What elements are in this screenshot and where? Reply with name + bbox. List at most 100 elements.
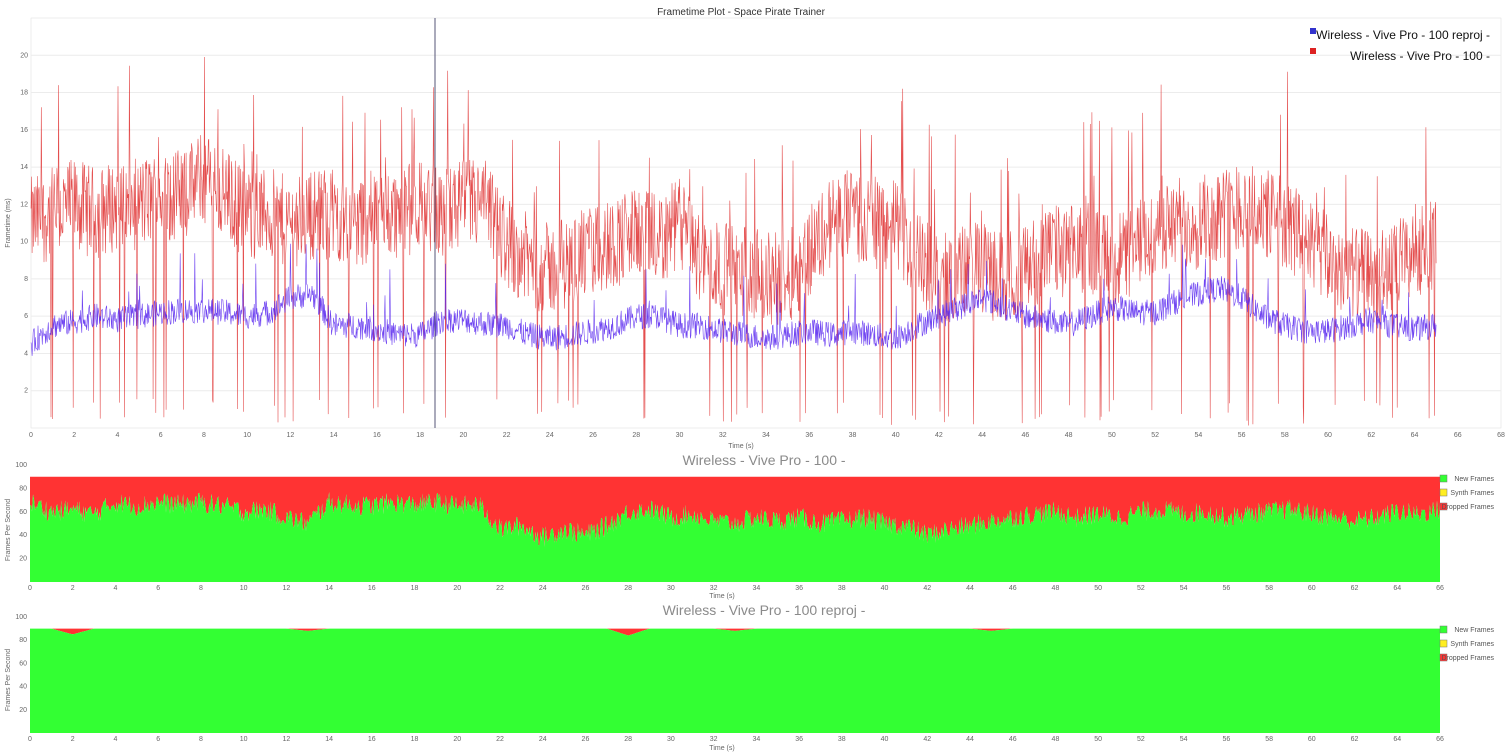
fps-100-y-ticks: 20 40 60 80 100 <box>15 462 27 563</box>
fps-100-reproj-x-ticks: 0 2 4 6 8 10 12 14 16 18 20 22 24 26 28 30 32 34 36 38 40 42 4… <box>28 736 1444 743</box>
x-tick-label-38: 38 <box>838 736 846 743</box>
fps-reproj-legend-dropped-swatch <box>1439 653 1448 662</box>
frametime-x-label: Time (s) <box>728 443 753 450</box>
x-tick-label-64: 64 <box>1411 432 1419 439</box>
frametime-legend: Wireless - Vive Pro - 100 reproj - Wirel… <box>1310 28 1490 63</box>
fps-100-y-label: Frames Per Second <box>5 499 12 561</box>
y-tick-label-6: 6 <box>24 313 28 320</box>
y-tick-label-2: 2 <box>24 388 28 395</box>
x-tick-label-40: 40 <box>881 736 889 743</box>
x-tick-label-2: 2 <box>72 432 76 439</box>
x-tick-label-64: 64 <box>1393 585 1401 592</box>
x-tick-label-62: 62 <box>1367 432 1375 439</box>
fps-100-area <box>30 476 1440 582</box>
fps-100-chart: Wireless - Vive Pro - 100 - 20406080100 … <box>5 452 1494 600</box>
fps-100-reproj-y-label: Frames Per Second <box>5 649 12 711</box>
frametime-series <box>30 56 1437 426</box>
y-tick-label-40: 40 <box>19 684 27 691</box>
x-tick-label-50: 50 <box>1094 585 1102 592</box>
series-line-100 <box>30 56 1437 426</box>
x-tick-label-40: 40 <box>892 432 900 439</box>
x-tick-label-66: 66 <box>1436 736 1444 743</box>
x-tick-label-4: 4 <box>116 432 120 439</box>
legend-label-reproj: Wireless - Vive Pro - 100 reproj - <box>1316 28 1490 42</box>
x-tick-label-60: 60 <box>1308 736 1316 743</box>
y-tick-label-80: 80 <box>19 637 27 644</box>
dropped-frames-area <box>30 628 1440 636</box>
x-tick-label-32: 32 <box>719 432 727 439</box>
x-tick-label-34: 34 <box>752 736 760 743</box>
fps-100-legend-synth: Synth Frames <box>1450 490 1494 497</box>
x-tick-label-52: 52 <box>1151 432 1159 439</box>
fps-reproj-legend-new-swatch <box>1439 625 1448 634</box>
x-tick-label-38: 38 <box>838 585 846 592</box>
x-tick-label-26: 26 <box>582 736 590 743</box>
fps-100-reproj-chart: Wireless - Vive Pro - 100 reproj - 20406… <box>5 602 1494 752</box>
fps-100-legend-dropped: Dropped Frames <box>1441 504 1494 511</box>
x-tick-label-50: 50 <box>1108 432 1116 439</box>
x-tick-label-12: 12 <box>282 585 290 592</box>
x-tick-label-46: 46 <box>1022 432 1030 439</box>
y-tick-label-100: 100 <box>15 462 27 469</box>
fps-100-legend-new: New Frames <box>1454 476 1494 483</box>
x-tick-label-16: 16 <box>373 432 381 439</box>
frametime-x-ticks: 0 2 4 6 8 10 12 14 16 18 20 22 24 26 28 30 32 34 36 38 40 42 4… <box>29 432 1505 439</box>
fps-100-reproj-area <box>30 628 1440 733</box>
x-tick-label-18: 18 <box>411 585 419 592</box>
x-tick-label-68: 68 <box>1497 432 1505 439</box>
legend-label-100: Wireless - Vive Pro - 100 - <box>1350 49 1490 63</box>
y-tick-label-12: 12 <box>20 201 28 208</box>
x-tick-label-18: 18 <box>411 736 419 743</box>
x-tick-label-40: 40 <box>881 585 889 592</box>
x-tick-label-10: 10 <box>243 432 251 439</box>
fps-reproj-legend-new: New Frames <box>1454 627 1494 634</box>
x-tick-label-18: 18 <box>416 432 424 439</box>
fps-reproj-legend-synth: Synth Frames <box>1450 641 1494 648</box>
x-tick-label-20: 20 <box>453 736 461 743</box>
frametime-plot-area <box>30 17 1502 429</box>
x-tick-label-26: 26 <box>589 432 597 439</box>
frametime-title: Frametime Plot - Space Pirate Trainer <box>657 7 826 18</box>
y-tick-label-100: 100 <box>15 614 27 621</box>
fps-100-legend-new-swatch <box>1439 474 1448 483</box>
fps-100-title: Wireless - Vive Pro - 100 - <box>682 452 845 468</box>
x-tick-label-46: 46 <box>1009 736 1017 743</box>
x-tick-label-26: 26 <box>582 585 590 592</box>
x-tick-label-60: 60 <box>1324 432 1332 439</box>
x-tick-label-22: 22 <box>496 736 504 743</box>
x-tick-label-16: 16 <box>368 736 376 743</box>
x-tick-label-14: 14 <box>325 736 333 743</box>
x-tick-label-36: 36 <box>805 432 813 439</box>
y-tick-label-18: 18 <box>20 90 28 97</box>
fps-100-reproj-x-label: Time (s) <box>709 745 734 752</box>
x-tick-label-38: 38 <box>849 432 857 439</box>
x-tick-label-28: 28 <box>624 736 632 743</box>
x-tick-label-36: 36 <box>795 585 803 592</box>
x-tick-label-32: 32 <box>710 736 718 743</box>
x-tick-label-66: 66 <box>1436 585 1444 592</box>
x-tick-label-30: 30 <box>676 432 684 439</box>
x-tick-label-4: 4 <box>114 585 118 592</box>
fps-100-legend-dropped-swatch <box>1439 502 1448 511</box>
series-line-reproj <box>30 243 1437 356</box>
x-tick-label-66: 66 <box>1454 432 1462 439</box>
x-tick-label-62: 62 <box>1351 736 1359 743</box>
x-tick-label-48: 48 <box>1065 432 1073 439</box>
x-tick-label-52: 52 <box>1137 585 1145 592</box>
y-tick-label-20: 20 <box>19 556 27 563</box>
y-tick-label-60: 60 <box>19 509 27 516</box>
x-tick-label-42: 42 <box>923 585 931 592</box>
x-tick-label-58: 58 <box>1265 736 1273 743</box>
x-tick-label-44: 44 <box>966 585 974 592</box>
x-tick-label-8: 8 <box>202 432 206 439</box>
x-tick-label-44: 44 <box>978 432 986 439</box>
x-tick-label-2: 2 <box>71 585 75 592</box>
x-tick-label-28: 28 <box>632 432 640 439</box>
x-tick-label-22: 22 <box>496 585 504 592</box>
x-tick-label-54: 54 <box>1194 432 1202 439</box>
y-tick-label-20: 20 <box>19 707 27 714</box>
new-frames-area <box>30 492 1440 582</box>
x-tick-label-10: 10 <box>240 585 248 592</box>
fps-100-legend-synth-swatch <box>1439 488 1448 497</box>
fps-reproj-legend-synth-swatch <box>1439 639 1448 648</box>
